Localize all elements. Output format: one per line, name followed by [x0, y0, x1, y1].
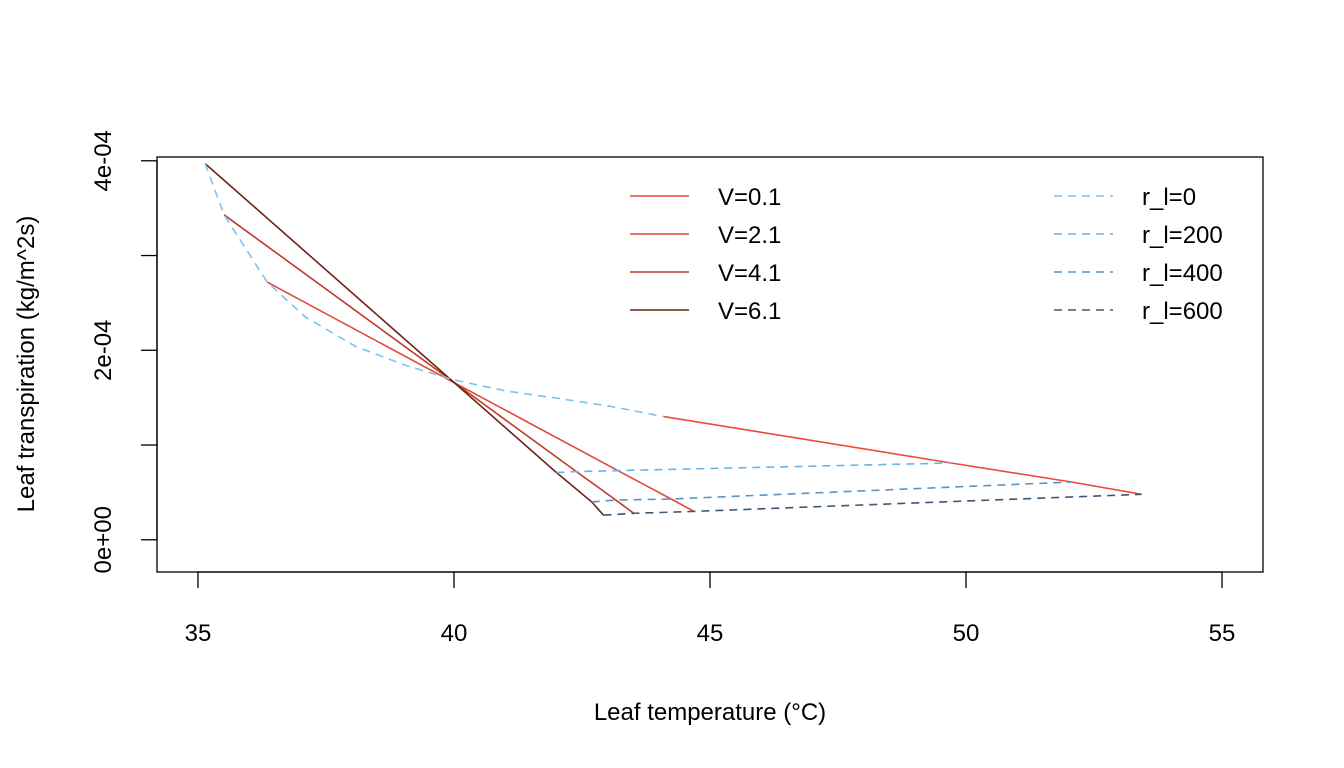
plot-frame — [156, 156, 1264, 573]
series-line-v-0-1 — [663, 415, 1142, 496]
legend-label-r-l-200: r_l=200 — [1142, 222, 1223, 249]
x-tick-label: 55 — [1209, 620, 1236, 647]
x-axis-label: Leaf temperature (°C) — [594, 699, 826, 726]
series-line-r-l-600 — [603, 493, 1142, 516]
series-line-v-4-1 — [223, 214, 635, 514]
series-line-v-2-1 — [266, 281, 695, 513]
series-line-v-6-1 — [204, 162, 605, 516]
series-layer — [204, 162, 1142, 516]
y-tick-label: 0e+00 — [90, 506, 117, 573]
y-axis-label: Leaf transpiration (kg/m^2s) — [13, 216, 40, 513]
legend: V=0.1 V=2.1 V=4.1 V=6.1 r_l=0 r_l=200 r_l=400r… — [630, 184, 1223, 325]
legend-label-r-l-400: r_l=400 — [1142, 260, 1223, 287]
legend-label-v-0-1: V=0.1 — [718, 184, 781, 211]
legend-label-v-4-1: V=4.1 — [718, 260, 781, 287]
series-line-r-l-0 — [204, 163, 665, 418]
legend-label-r-l-0: r_l=0 — [1142, 184, 1196, 211]
x-axis: 35 40 45 50 55 — [185, 571, 1236, 647]
x-tick-label: 35 — [185, 620, 212, 647]
series-line-r-l-200 — [556, 462, 952, 474]
x-tick-label: 40 — [441, 620, 468, 647]
series-line-r-l-400 — [591, 481, 1072, 503]
legend-label-r-l-600: r_l=600 — [1142, 298, 1223, 325]
legend-label-v-2-1: V=2.1 — [718, 222, 781, 249]
x-tick-label: 45 — [697, 620, 724, 647]
y-tick-label: 4e-04 — [90, 130, 117, 191]
y-tick-label: 2e-04 — [90, 320, 117, 381]
x-tick-label: 50 — [953, 620, 980, 647]
y-axis: 0e+00 2e-04 4e-04 — [90, 130, 158, 573]
legend-label-v-6-1: V=6.1 — [718, 298, 781, 325]
